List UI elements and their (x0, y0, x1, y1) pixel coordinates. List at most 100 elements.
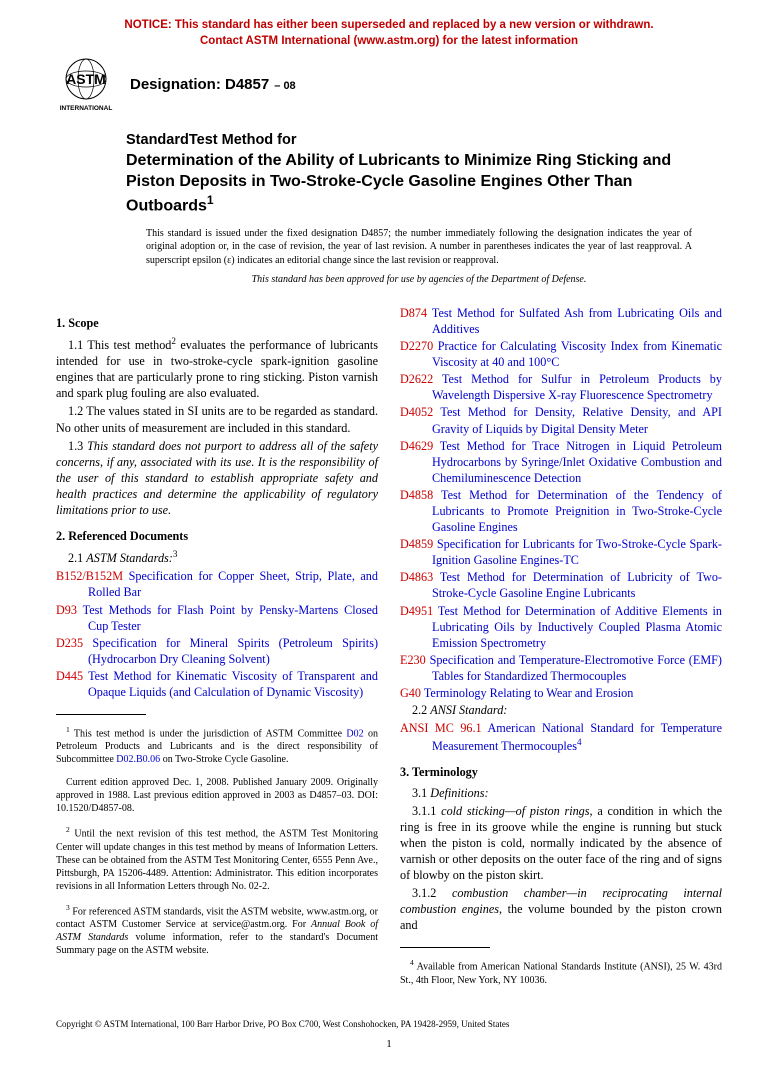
notice-line2: Contact ASTM International (www.astm.org… (200, 35, 578, 47)
ref-code: D2270 (400, 339, 433, 353)
svg-text:INTERNATIONAL: INTERNATIONAL (60, 105, 113, 112)
scope-p1: 1.1 This test method2 evaluates the perf… (56, 335, 378, 401)
ref-entry[interactable]: D2622 Test Method for Sulfur in Petroleu… (400, 371, 722, 403)
ref-entry[interactable]: D445 Test Method for Kinematic Viscosity… (56, 668, 378, 700)
body-columns: 1. Scope 1.1 This test method2 evaluates… (56, 305, 722, 997)
ref-code: D4863 (400, 570, 433, 584)
ref-entry[interactable]: D2270 Practice for Calculating Viscosity… (400, 338, 722, 370)
scope-heading: 1. Scope (56, 315, 378, 331)
ref-sub1b: ASTM Standards: (86, 551, 173, 565)
svg-text:ASTM: ASTM (66, 71, 106, 87)
term-p2: 3.1.2 combustion chamber—in reciprocatin… (400, 885, 722, 933)
title-main: Determination of the Ability of Lubrican… (126, 151, 722, 217)
document-page: NOTICE: This standard has either been su… (0, 0, 778, 1071)
ref-sub1a: 2.1 (68, 551, 86, 565)
ref-text: Test Method for Determination of the Ten… (432, 488, 722, 534)
scope-p2: 1.2 The values stated in SI units are to… (56, 403, 378, 435)
designation-block: Designation: D4857 – 08 (130, 75, 296, 95)
ref-code: D4859 (400, 537, 433, 551)
ref-entry[interactable]: E230 Specification and Temperature-Elect… (400, 652, 722, 684)
ref-code: D2622 (400, 372, 433, 386)
ansi-ref[interactable]: ANSI MC 96.1 American National Standard … (400, 720, 722, 754)
ref-entry[interactable]: D4859 Specification for Lubricants for T… (400, 536, 722, 568)
ref-code: D4629 (400, 439, 433, 453)
term-sub: 3.1 Definitions: (400, 785, 722, 801)
right-column: D874 Test Method for Sulfated Ash from L… (400, 305, 722, 997)
refs-list-right: D874 Test Method for Sulfated Ash from L… (400, 305, 722, 701)
ref-code: D874 (400, 306, 427, 320)
designation-label: Designation: D4857 (130, 76, 269, 93)
title-prefix: StandardTest Method for (126, 131, 722, 150)
ref-entry[interactable]: D874 Test Method for Sulfated Ash from L… (400, 305, 722, 337)
title-block: StandardTest Method for Determination of… (126, 131, 722, 217)
ref-entry[interactable]: D93 Test Methods for Flash Point by Pens… (56, 602, 378, 634)
ref-sub2: 2.2 ANSI Standard: (400, 702, 722, 718)
fn1d: on Two-Stroke Cycle Gasoline. (160, 754, 288, 765)
footnote-rule-right (400, 947, 490, 948)
page-number: 1 (56, 1037, 722, 1052)
ref-code: G40 (400, 686, 421, 700)
issuance-para: This standard is issued under the fixed … (146, 227, 692, 268)
scope-p3-text: This standard does not purport to addres… (56, 439, 378, 517)
refdocs-heading: 2. Referenced Documents (56, 528, 378, 544)
designation-suffix: – 08 (274, 80, 295, 92)
ref-sub1: 2.1 ASTM Standards:3 (56, 548, 378, 566)
terminology-heading: 3. Terminology (400, 764, 722, 780)
scope-p1a: 1.1 This test method (68, 338, 171, 352)
ref-text: Test Method for Sulfur in Petroleum Prod… (432, 372, 722, 402)
ref-code: E230 (400, 653, 426, 667)
issuance-block: This standard is issued under the fixed … (146, 227, 692, 287)
copyright: Copyright © ASTM International, 100 Barr… (56, 1019, 722, 1031)
ref-text: Terminology Relating to Wear and Erosion (421, 686, 633, 700)
footnote-rule-left (56, 714, 146, 715)
ref-sub1-sup: 3 (173, 549, 178, 559)
ref-entry[interactable]: B152/B152M Specification for Copper Shee… (56, 568, 378, 600)
ref-text: Test Method for Determination of Additiv… (432, 604, 722, 650)
ref-text: Specification for Copper Sheet, Strip, P… (88, 569, 378, 599)
refs-list-left: B152/B152M Specification for Copper Shee… (56, 568, 378, 700)
left-column: 1. Scope 1.1 This test method2 evaluates… (56, 305, 378, 997)
footnote-3: 3 For referenced ASTM standards, visit t… (56, 903, 378, 957)
ref-code: D235 (56, 636, 83, 650)
footnote-1e: Current edition approved Dec. 1, 2008. P… (56, 776, 378, 815)
ref-entry[interactable]: D4858 Test Method for Determination of t… (400, 487, 722, 535)
ref-text: Test Method for Trace Nitrogen in Liquid… (432, 439, 722, 485)
notice-banner: NOTICE: This standard has either been su… (56, 18, 722, 49)
title-sup: 1 (207, 193, 214, 207)
issuance-italic: This standard has been approved for use … (146, 273, 692, 287)
ansi-code: ANSI MC 96.1 (400, 721, 482, 735)
ref-code: D445 (56, 669, 83, 683)
ansi-sup: 4 (577, 737, 582, 747)
ref-text: Test Method for Kinematic Viscosity of T… (83, 669, 378, 699)
ref-text: Test Method for Determination of Lubrici… (432, 570, 722, 600)
term-p1: 3.1.1 cold sticking—of piston rings, a c… (400, 803, 722, 883)
scope-p3: 1.3 This standard does not purport to ad… (56, 438, 378, 518)
ref-text: Specification for Mineral Spirits (Petro… (83, 636, 378, 666)
ref-entry[interactable]: D4052 Test Method for Density, Relative … (400, 404, 722, 436)
fn1b: This test method is under the jurisdicti… (70, 728, 347, 739)
ref-entry[interactable]: D4951 Test Method for Determination of A… (400, 603, 722, 651)
header: ASTM INTERNATIONAL Designation: D4857 – … (56, 57, 722, 113)
ref-code: D4052 (400, 405, 433, 419)
ref-text: Specification and Temperature-Electromot… (426, 653, 722, 683)
ref-entry[interactable]: G40 Terminology Relating to Wear and Ero… (400, 685, 722, 701)
ref-code: D93 (56, 603, 77, 617)
ref-code: B152/B152M (56, 569, 123, 583)
ref-text: Test Method for Density, Relative Densit… (432, 405, 722, 435)
ref-text: Test Methods for Flash Point by Pensky-M… (77, 603, 378, 633)
ref-text: Practice for Calculating Viscosity Index… (432, 339, 722, 369)
notice-line1: NOTICE: This standard has either been su… (124, 19, 653, 31)
ref-code: D4951 (400, 604, 433, 618)
footnote-1: 1 This test method is under the jurisdic… (56, 725, 378, 766)
astm-logo-icon: ASTM INTERNATIONAL (56, 57, 116, 113)
ref-entry[interactable]: D4629 Test Method for Trace Nitrogen in … (400, 438, 722, 486)
ref-text: Test Method for Sulfated Ash from Lubric… (427, 306, 722, 336)
footnote-2: 2 Until the next revision of this test m… (56, 825, 378, 892)
ref-text: Specification for Lubricants for Two-Str… (432, 537, 722, 567)
footnote-4: 4 Available from American National Stand… (400, 958, 722, 986)
ref-code: D4858 (400, 488, 433, 502)
fn1-link1[interactable]: D02 (346, 728, 363, 739)
ref-entry[interactable]: D235 Specification for Mineral Spirits (… (56, 635, 378, 667)
fn1-link2[interactable]: D02.B0.06 (116, 754, 160, 765)
ref-entry[interactable]: D4863 Test Method for Determination of L… (400, 569, 722, 601)
